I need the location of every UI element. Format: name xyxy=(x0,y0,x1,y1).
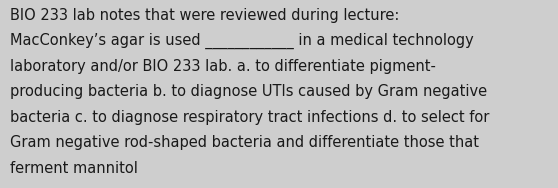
Text: BIO 233 lab notes that were reviewed during lecture:: BIO 233 lab notes that were reviewed dur… xyxy=(10,8,400,23)
Text: bacteria c. to diagnose respiratory tract infections d. to select for: bacteria c. to diagnose respiratory trac… xyxy=(10,110,489,125)
Text: producing bacteria b. to diagnose UTIs caused by Gram negative: producing bacteria b. to diagnose UTIs c… xyxy=(10,84,487,99)
Text: Gram negative rod-shaped bacteria and differentiate those that: Gram negative rod-shaped bacteria and di… xyxy=(10,135,479,150)
Text: laboratory and/or BIO 233 lab. a. to differentiate pigment-: laboratory and/or BIO 233 lab. a. to dif… xyxy=(10,59,436,74)
Text: ferment mannitol: ferment mannitol xyxy=(10,161,138,176)
Text: MacConkey’s agar is used ____________ in a medical technology: MacConkey’s agar is used ____________ in… xyxy=(10,33,474,49)
